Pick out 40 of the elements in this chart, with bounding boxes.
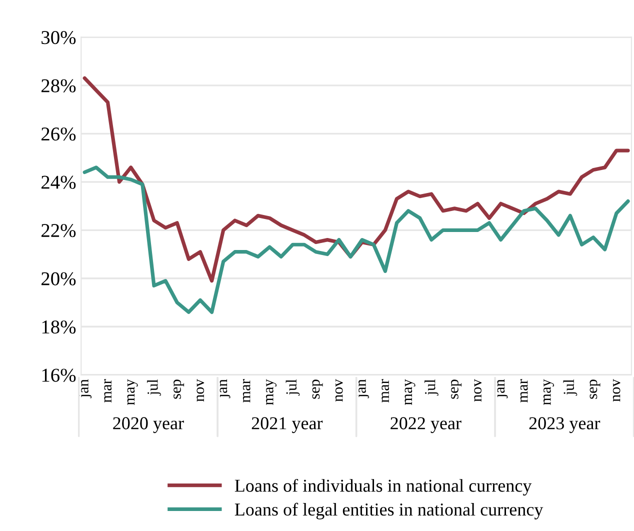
y-tick-label: 16% [42, 368, 76, 382]
x-tick-label: jul [563, 379, 578, 396]
x-tick-label: sep [312, 380, 323, 399]
text: 2022 year [390, 417, 462, 434]
legend-label: Loans of legal entities in national currency [234, 502, 544, 520]
line-series [82, 166, 630, 314]
y-tick-label: 26% [42, 127, 76, 141]
x-tick-label: mar [520, 379, 528, 402]
x-tick-label: may [127, 379, 138, 406]
x-tick-label: mar [242, 379, 250, 402]
x-tick-label: jul [286, 379, 300, 396]
y-tick-label: 30% [42, 30, 76, 44]
x-tick-label: jan [494, 379, 508, 398]
x-tick-label: nov [612, 379, 620, 402]
x-tick-label: jul [424, 379, 438, 396]
x-tick-label: jan [356, 379, 370, 398]
line-series [82, 76, 630, 283]
y-tick-label: 28% [42, 79, 76, 92]
x-tick-label: mar [382, 379, 390, 402]
x-tick-label: nov [196, 379, 204, 402]
x-tick-label: may [404, 379, 416, 406]
x-tick-label: may [544, 379, 554, 406]
x-tick-label: sep [590, 380, 600, 399]
text: 2023 year [529, 417, 600, 434]
text: 2020 year [113, 417, 184, 434]
x-tick-label: mar [104, 379, 112, 402]
y-tick-label: 24% [42, 176, 76, 189]
x-tick-label: nov [474, 379, 482, 402]
x-tick-label: jan [216, 379, 230, 398]
y-tick-label: 22% [42, 224, 76, 238]
x-tick-label: may [266, 379, 277, 406]
y-tick-label: 18% [42, 320, 76, 334]
x-tick-label: jan [78, 379, 92, 398]
x-tick-label: sep [451, 380, 462, 399]
legend-label: Loans of individuals in national currency [234, 478, 532, 496]
y-tick-label: 20% [42, 272, 76, 286]
x-tick-label: sep [174, 380, 184, 399]
text: 2021 year [252, 417, 323, 434]
x-tick-label: jul [147, 379, 161, 396]
x-tick-label: nov [335, 379, 343, 402]
